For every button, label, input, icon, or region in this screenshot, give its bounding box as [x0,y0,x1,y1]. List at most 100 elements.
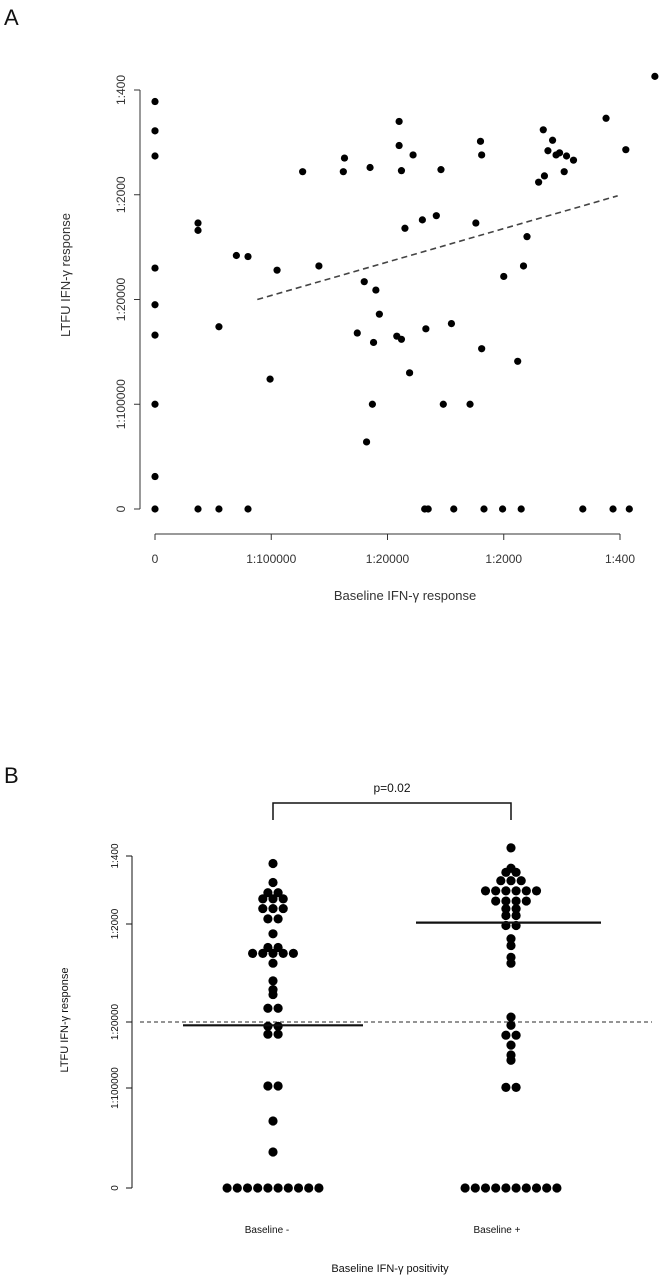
panel-b-point [258,903,268,914]
panel-b-point [521,1183,531,1193]
panel-b-point [501,904,511,914]
panel-a-point [353,329,361,337]
panel-b-point [501,896,511,906]
panel-b-point [491,886,501,896]
panel-a-point [151,505,159,513]
panel-b-point [491,896,501,906]
panel-a-point [437,166,445,174]
panel-a-point [432,212,440,220]
panel-a-point [244,252,252,261]
panel-a-point [372,286,380,294]
panel-b-y-tick-label: 1:100000 [110,1067,121,1109]
panel-a-point [500,272,508,281]
panel-a-point [366,163,374,172]
panel-b-point [268,894,278,904]
panel-a-point [544,147,552,155]
panel-b-point [242,1183,253,1193]
panel-a-point [151,400,159,408]
panel-b-point [273,914,283,924]
panel-a-point [151,152,159,160]
panel-b-y-label: LTFU IFN-γ response [59,968,71,1073]
panel-a-point [375,310,383,318]
panel-b-point [293,1183,304,1193]
panel-a-y-tick-label: 1:400 [114,75,128,105]
panel-b-point [501,910,511,921]
panel-a-point [540,172,549,180]
panel-a-point [478,151,486,159]
panel-a-y-label: LTFU IFN-γ response [58,213,73,337]
panel-a-point [523,233,531,241]
panel-a-point [151,127,159,135]
panel-b-point [258,948,268,959]
panel-a-point [514,357,522,365]
panel-a-point [498,505,507,513]
panel-b-y-tick-label: 0 [110,1185,121,1191]
panel-b-point [506,1040,516,1050]
panel-b-y-tick-label: 1:2000 [110,908,121,939]
panel-a-point [450,505,458,513]
panel-b-point [501,1082,511,1092]
panel-a-trend-line [257,195,618,301]
panel-b-point [506,876,516,886]
panel-a-point [395,141,403,150]
panel-a-axes: 0 1:100000 1:20000 1:2000 1:400 0 1:100000 1:2… [114,75,635,566]
panel-a-point [401,224,409,232]
panel-a-point [362,438,371,446]
panel-a-point [472,219,480,227]
panel-b-y-ticks: 0 1:100000 1:20000 1:2000 1:400 [110,843,132,1191]
panel-b: B p=0.02 0 1:100000 1:20000 1:2000 1:400 Bas… [4,763,652,1275]
panel-b-point [273,1183,283,1193]
panel-b-point [506,1055,516,1065]
panel-b-point [268,1116,278,1126]
panel-a-point [299,168,307,176]
panel-a-point [548,136,557,144]
panel-a-point [622,146,630,154]
panel-b-point [232,1183,242,1193]
panel-a-point [609,505,617,513]
panel-b-point [263,914,273,924]
panel-b-point [268,858,278,869]
panel-a-point [651,72,659,80]
panel-b-point [511,904,521,914]
panel-a-point [151,472,159,481]
panel-b-point [506,1020,516,1030]
panel-b-point [268,958,278,968]
panel-b-y-tick-label: 1:20000 [110,1003,121,1040]
panel-a: A 0 1:100000 1:20000 1:2000 1:400 0 1:100000 1… [4,5,659,603]
panel-a-x-tick-label: 1:100000 [246,552,296,566]
panel-b-point [460,1183,470,1193]
panel-b-point [516,876,526,886]
panel-b-point [521,886,531,896]
panel-a-x-ticks: 0 1:100000 1:20000 1:2000 1:400 [152,534,635,566]
panel-b-point [506,843,516,853]
panel-b-point [511,886,521,896]
panel-a-point [194,226,202,234]
panel-a-point [418,216,426,224]
panel-b-category-baseline-neg: Baseline - [245,1225,289,1236]
panel-a-x-tick-label: 0 [152,552,159,566]
panel-b-point [506,934,516,944]
panel-b-point [268,903,278,914]
panel-a-point [409,151,417,159]
panel-a-point [151,264,159,272]
panel-a-point [151,97,159,106]
panel-b-point [222,1183,232,1193]
panel-b-point [501,867,511,877]
panel-a-point [569,156,578,164]
panel-a-point [215,505,223,513]
panel-a-point [478,345,486,353]
panel-b-point [268,877,278,888]
panel-a-point [517,505,525,513]
panel-b-point [253,1183,263,1193]
panel-a-point [397,335,406,343]
panel-b-point [263,888,273,898]
panel-b-point [511,1183,521,1193]
panel-a-point [555,149,564,157]
panel-b-point [511,1082,521,1092]
panel-b-point [506,940,516,951]
panel-a-y-tick-label: 1:2000 [114,176,128,213]
panel-b-point [506,958,516,968]
panel-b-point [511,896,521,906]
panel-a-point [369,338,378,347]
panel-b-point [304,1183,314,1193]
